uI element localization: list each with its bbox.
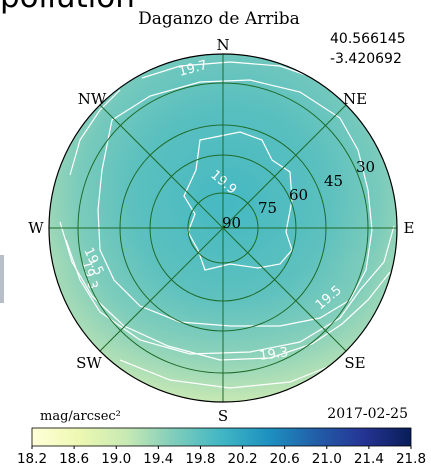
altitude-label: 90: [222, 214, 241, 232]
altitude-label: 60: [289, 186, 308, 204]
compass-west: W: [28, 219, 44, 237]
horizon-circle: [48, 53, 398, 403]
colorbar-tick-label: 20.2: [228, 451, 258, 467]
colorbar-tick-label: 18.6: [59, 451, 89, 467]
altitude-label: 30: [356, 158, 375, 176]
azimuth-line: [99, 104, 347, 352]
compass-southeast: SE: [344, 354, 365, 372]
colorbar-tick-label: 20.6: [270, 451, 300, 467]
longitude-label: -3.420692: [330, 51, 402, 67]
compass-northeast: NE: [343, 90, 367, 108]
compass-southwest: SW: [76, 354, 102, 372]
compass-south: S: [218, 407, 228, 425]
latitude-label: 40.566145: [330, 31, 406, 47]
date-label: 2017-02-25: [327, 406, 408, 422]
colorbar-tick-label: 21.4: [354, 451, 384, 467]
contour-label: 19.7: [177, 58, 209, 80]
altitude-grid: [49, 54, 397, 402]
colorbar-tick-label: 19.0: [101, 451, 131, 467]
contour-label: 19.3: [258, 345, 289, 364]
colorbar-unit-label: mag/arcsec²: [40, 409, 121, 424]
contour-19-3: [59, 221, 391, 361]
contour-19-5: [65, 89, 395, 355]
altitude-label: 75: [258, 199, 277, 217]
contour-edge-north: [141, 61, 321, 81]
compass-northwest: NW: [78, 90, 107, 108]
altitude-labels: 90 75 60 45 30: [222, 158, 375, 232]
compass-labels: N NE E SE S SW W NW: [28, 36, 414, 425]
colorbar-tick-label: 21.8: [396, 451, 426, 467]
contour-edge-south: [119, 359, 341, 389]
altitude-label: 45: [324, 172, 343, 190]
compass-north: N: [216, 36, 229, 54]
contour-lines: [59, 61, 395, 389]
colorbar-tick-label: 18.2: [17, 451, 47, 467]
colorbar-tick-label: 21.0: [312, 451, 342, 467]
colorbar-ticks: 18.2 18.6 19.0 19.4 19.8 20.2 20.6 21.0 21.4 21.8: [17, 446, 426, 467]
contour-19-7: [97, 79, 373, 327]
side-clipped-element: [0, 255, 4, 303]
colorbar-tick-label: 19.4: [143, 451, 173, 467]
chart-title: Daganzo de Arriba: [138, 9, 300, 29]
colorbar-tick-label: 19.8: [185, 451, 215, 467]
page-heading-fragment: pollution: [0, 0, 135, 13]
contour-19-9: [183, 131, 293, 271]
compass-east: E: [404, 219, 415, 237]
colorbar: [31, 427, 412, 447]
